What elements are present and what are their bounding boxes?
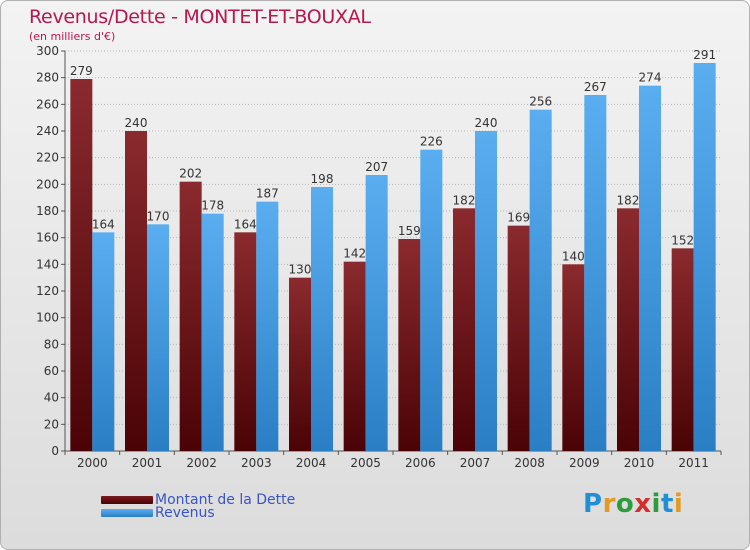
y-tick-label: 60 xyxy=(44,364,59,378)
x-tick-label: 2003 xyxy=(241,456,272,470)
bar-dette xyxy=(671,248,694,451)
legend-label-revenus: Revenus xyxy=(155,505,215,521)
bar-revenus xyxy=(639,85,661,452)
data-label-revenus: 291 xyxy=(693,48,716,62)
bar-revenus xyxy=(529,109,552,452)
data-label-revenus: 226 xyxy=(420,135,443,149)
data-label-revenus: 207 xyxy=(365,160,388,174)
chart-subtitle: (en milliers d'€) xyxy=(29,30,116,43)
bar-revenus xyxy=(201,213,224,451)
legend-swatch-revenus xyxy=(101,509,153,517)
data-label-dette: 182 xyxy=(453,193,476,207)
bar-layer xyxy=(70,63,716,452)
y-tick-label: 160 xyxy=(36,231,59,245)
data-label-dette: 152 xyxy=(671,233,694,247)
data-label-dette: 202 xyxy=(179,167,202,181)
data-label-dette: 240 xyxy=(125,116,148,130)
bar-dette xyxy=(343,261,366,451)
label-layer: 279 164 240 170 202 178 164 187 130 198 142 207 159 2… xyxy=(70,48,716,277)
x-tick-label: 2008 xyxy=(514,456,545,470)
bar-dette xyxy=(398,239,421,451)
bar-revenus xyxy=(311,187,333,451)
y-tick-label: 220 xyxy=(36,151,59,165)
bar-dette xyxy=(179,181,202,451)
x-tick-label: 2005 xyxy=(350,456,381,470)
bar-dette xyxy=(289,277,311,451)
bar-dette xyxy=(562,264,585,451)
logo-letter: i xyxy=(673,489,684,519)
y-tick-label: 280 xyxy=(36,71,59,85)
grid-layer xyxy=(65,50,721,452)
bar-dette xyxy=(617,208,639,451)
x-tick-label: 2011 xyxy=(678,456,709,470)
y-tick-label: 300 xyxy=(36,44,59,58)
logo-letter: o xyxy=(615,489,635,519)
bar-revenus xyxy=(147,224,169,451)
x-tick-label: 2000 xyxy=(77,456,108,470)
data-label-revenus: 178 xyxy=(201,199,224,213)
data-label-revenus: 187 xyxy=(256,187,279,201)
data-label-dette: 279 xyxy=(70,64,93,78)
bar-dette xyxy=(507,225,530,451)
bar-dette xyxy=(234,232,257,451)
legend-item-revenus: Revenus xyxy=(101,505,215,521)
bar-dette xyxy=(453,208,475,451)
logo-letter: t xyxy=(660,489,674,519)
y-tick-label: 240 xyxy=(36,124,59,138)
data-label-dette: 182 xyxy=(617,193,640,207)
y-tick-label: 260 xyxy=(36,97,59,111)
x-tick-label: 2001 xyxy=(132,456,163,470)
x-tick-label: 2007 xyxy=(460,456,491,470)
data-label-revenus: 240 xyxy=(475,116,498,130)
proxiti-logo: Proxiti xyxy=(583,489,683,519)
y-tick-label: 0 xyxy=(51,444,59,458)
y-tick-label: 100 xyxy=(36,311,59,325)
y-tick-label: 200 xyxy=(36,177,59,191)
data-label-revenus: 164 xyxy=(92,217,115,231)
bar-dette xyxy=(125,131,147,451)
legend-item-dette: Montant de la Dette xyxy=(101,492,295,508)
logo-letter: x xyxy=(634,489,652,519)
bar-dette xyxy=(70,79,93,451)
chart-title: Revenus/Dette - MONTET-ET-BOUXAL xyxy=(29,6,371,28)
legend-swatch-dette xyxy=(101,496,153,504)
x-tick-label: 2004 xyxy=(296,456,327,470)
data-label-revenus: 170 xyxy=(147,209,170,223)
y-tick-label: 80 xyxy=(44,337,59,351)
bar-revenus xyxy=(92,232,115,451)
bar-revenus xyxy=(584,95,607,451)
data-label-dette: 159 xyxy=(398,224,421,238)
y-tick-label: 40 xyxy=(44,391,59,405)
data-label-dette: 169 xyxy=(507,211,530,225)
x-tick-label: 2002 xyxy=(186,456,217,470)
data-label-revenus: 198 xyxy=(311,172,334,186)
x-tick-label: 2009 xyxy=(569,456,600,470)
logo-letter: P xyxy=(583,489,603,519)
axis-layer: 0 20 40 60 80 100 120 140 160 180 200 220 240 260 280 3… xyxy=(36,44,722,470)
bar-revenus xyxy=(693,63,716,451)
legend-label-dette: Montant de la Dette xyxy=(155,492,296,508)
logo-letter: r xyxy=(602,489,616,519)
bar-revenus xyxy=(256,201,279,451)
data-label-dette: 164 xyxy=(234,217,257,231)
data-label-dette: 130 xyxy=(289,263,312,277)
data-label-revenus: 267 xyxy=(584,80,607,94)
bar-revenus xyxy=(365,175,388,451)
x-tick-label: 2010 xyxy=(624,456,655,470)
data-label-dette: 142 xyxy=(343,247,366,261)
y-tick-label: 20 xyxy=(44,417,59,431)
x-tick-label: 2006 xyxy=(405,456,436,470)
data-label-revenus: 274 xyxy=(639,71,662,85)
logo-letter: i xyxy=(651,489,661,519)
data-label-revenus: 256 xyxy=(529,95,552,109)
data-label-dette: 140 xyxy=(562,249,585,263)
y-tick-label: 180 xyxy=(36,204,59,218)
bar-revenus xyxy=(475,131,497,451)
bar-revenus xyxy=(420,149,443,451)
y-tick-label: 120 xyxy=(36,284,59,298)
y-tick-label: 140 xyxy=(36,257,59,271)
